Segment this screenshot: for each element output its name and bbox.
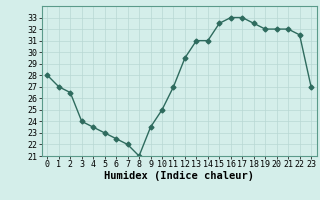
X-axis label: Humidex (Indice chaleur): Humidex (Indice chaleur)	[104, 171, 254, 181]
